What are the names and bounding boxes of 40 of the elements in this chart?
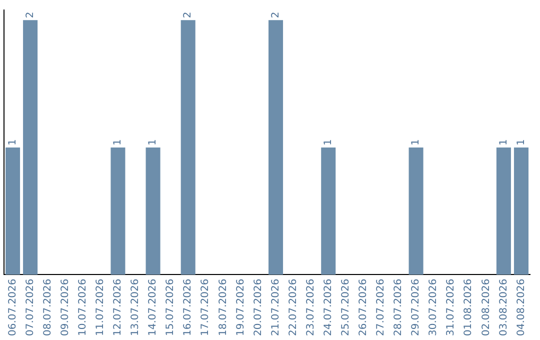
x-tick-label: 12.07.2026 — [112, 278, 124, 336]
x-tick-label: 16.07.2026 — [182, 278, 194, 336]
x-tick-label: 17.07.2026 — [200, 278, 212, 336]
x-tick-label: 10.07.2026 — [77, 278, 88, 336]
x-tick-label: 25.07.2026 — [340, 278, 352, 336]
x-tick-label: 06.07.2026 — [7, 278, 18, 336]
x-tick-label: 24.07.2026 — [322, 278, 334, 336]
data-label: 1 — [498, 139, 510, 146]
x-tick-label: 03.08.2026 — [498, 278, 510, 336]
x-tick-label: 31.07.2026 — [446, 278, 457, 336]
x-tick-label: 27.07.2026 — [376, 278, 387, 336]
data-label: 2 — [270, 12, 282, 18]
x-tick-label: 07.07.2026 — [24, 278, 36, 336]
x-tick-label: 09.07.2026 — [60, 278, 71, 336]
data-label: 1 — [410, 139, 422, 146]
x-tick-label: 23.07.2026 — [305, 278, 316, 336]
x-tick-label: 13.07.2026 — [130, 278, 142, 336]
x-tick-label: 15.07.2026 — [165, 278, 176, 336]
x-tick-label: 26.07.2026 — [358, 278, 370, 336]
data-label: 2 — [24, 12, 36, 18]
x-tick-label: 22.07.2026 — [288, 278, 299, 336]
x-tick-label: 11.07.2026 — [95, 278, 106, 336]
x-tick-label: 29.07.2026 — [410, 278, 422, 336]
data-label: 1 — [112, 139, 124, 146]
x-tick-label: 18.07.2026 — [218, 278, 229, 336]
x-tick-label: 02.08.2026 — [480, 278, 492, 336]
x-tick-label: 20.07.2026 — [252, 278, 264, 336]
data-label: 1 — [322, 139, 334, 146]
x-tick-label: 30.07.2026 — [428, 278, 440, 336]
x-tick-label: 19.07.2026 — [235, 278, 246, 336]
x-tick-label: 04.08.2026 — [516, 278, 527, 336]
data-label: 1 — [516, 139, 527, 146]
x-tick-label: 14.07.2026 — [148, 278, 159, 336]
x-tick-label: 08.07.2026 — [42, 278, 54, 336]
data-label: 1 — [148, 139, 159, 146]
x-tick-label: 21.07.2026 — [270, 278, 282, 336]
x-tick-label: 01.08.2026 — [463, 278, 474, 336]
data-label: 1 — [7, 139, 18, 146]
x-tick-label: 28.07.2026 — [393, 278, 404, 336]
data-label: 2 — [182, 12, 194, 18]
